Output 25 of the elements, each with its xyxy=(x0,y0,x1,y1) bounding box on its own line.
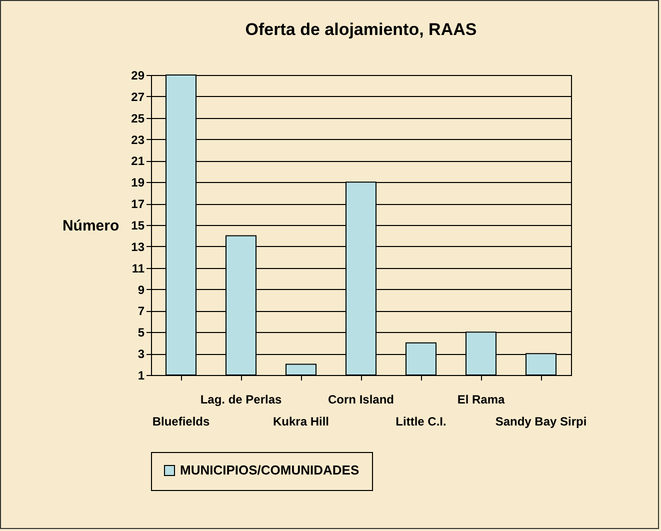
chart-title: Oferta de alojamiento, RAAS xyxy=(245,20,477,39)
y-tick-label: 15 xyxy=(131,218,145,232)
y-tick-label: 29 xyxy=(131,68,145,82)
y-tick-label: 27 xyxy=(131,90,145,104)
y-tick-label: 11 xyxy=(132,261,145,276)
y-tick-label: 25 xyxy=(131,111,145,126)
y-tick-label: 23 xyxy=(131,132,145,147)
y-tick-label: 5 xyxy=(138,326,145,340)
x-tick-label: Corn Island xyxy=(328,392,394,406)
x-tick-label: Little C.I. xyxy=(396,414,446,428)
y-tick-label: 21 xyxy=(131,154,145,168)
y-tick-label: 13 xyxy=(131,240,145,254)
y-tick-label: 9 xyxy=(138,282,145,297)
x-tick-label: Sandy Bay Sirpi xyxy=(495,414,587,428)
legend-label: MUNICIPIOS/COMUNIDADES xyxy=(180,462,360,478)
x-tick-label: Bluefields xyxy=(152,414,210,428)
y-axis-title: Número xyxy=(62,218,120,234)
y-tick-label: 19 xyxy=(131,176,145,190)
x-tick-label: El Rama xyxy=(457,392,505,406)
x-tick-label: Kukra Hill xyxy=(272,414,330,428)
y-tick-label: 7 xyxy=(138,304,145,318)
x-tick-label: Lag. de Perlas xyxy=(200,392,282,406)
y-tick-label: 1 xyxy=(138,368,145,382)
y-tick-label: 3 xyxy=(138,347,145,362)
y-tick-label: 17 xyxy=(131,197,145,212)
